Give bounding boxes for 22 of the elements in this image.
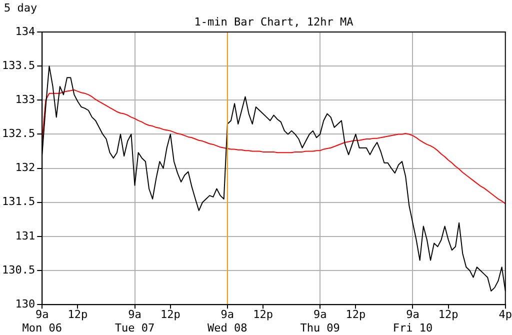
y-tick-label: 133 [15,93,36,106]
x-tick-label: 12p [346,308,366,322]
chart-title: 5 day [4,1,38,14]
x-tick-label: 12p [253,308,273,322]
x-tick-label: 4p [498,308,512,322]
y-tick-label: 132 [15,161,36,174]
x-tick-label: 12p [160,308,180,322]
chart-subtitle: 1-min Bar Chart, 12hr MA [194,15,354,28]
y-tick-label: 130 [15,297,36,310]
y-tick-label: 133.5 [2,58,36,72]
y-tick-label: 130.5 [2,263,36,276]
x-tick-label: 12p [68,308,88,322]
y-tick-label: 131 [15,229,36,242]
x-tick-label: 9a Tue 07 [114,308,155,334]
x-tick-label: 9a Thu 09 [300,308,340,334]
y-tick-label: 132.5 [2,127,36,140]
y-tick-label: 134 [15,24,36,38]
x-tick-label: 9a Fri 10 [392,308,433,334]
x-tick-label: 12p [438,308,458,322]
x-tick-label: 9a Mon 06 [22,308,62,334]
x-tick-label: 9a Wed 08 [208,308,248,334]
y-tick-label: 131.5 [2,195,36,208]
